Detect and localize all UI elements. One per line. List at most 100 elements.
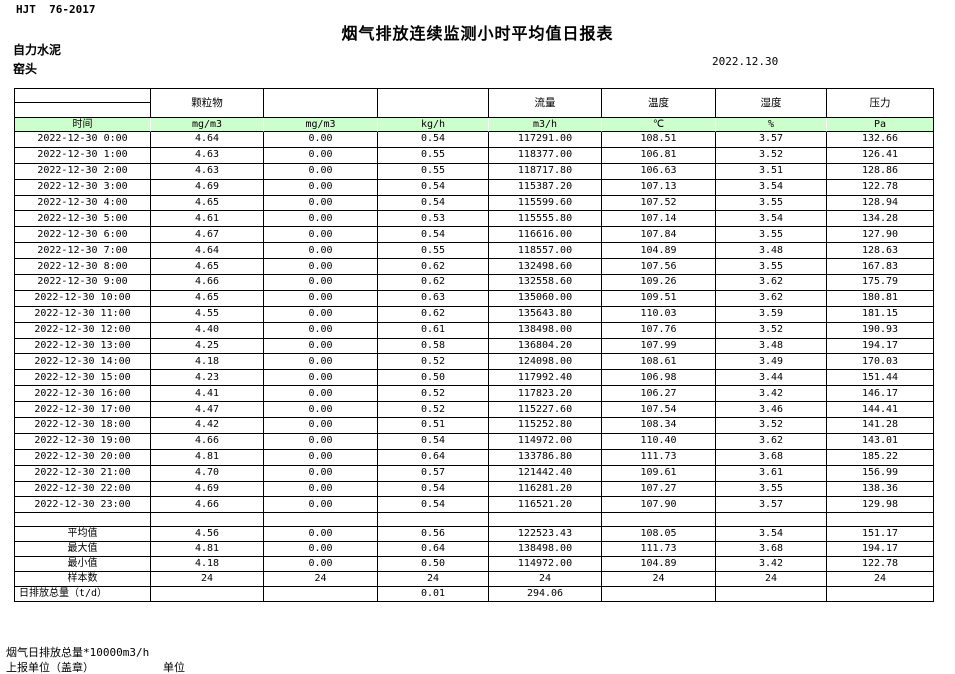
- value-cell: 4.66: [151, 275, 264, 291]
- value-cell: 3.54: [716, 526, 827, 542]
- value-cell: 4.42: [151, 418, 264, 434]
- value-cell: 138498.00: [489, 322, 602, 339]
- value-cell: 4.65: [151, 195, 264, 212]
- hourly-row: 2022-12-30 8:00 4.65 0.00 0.62 132498.60 107.…: [15, 259, 934, 276]
- value-cell: 170.03: [827, 354, 934, 371]
- value-cell: [602, 513, 716, 527]
- summary-row: 样本数 24 24 24 24 24 24 24: [15, 571, 934, 587]
- row-label-cell: 2022-12-30 20:00: [15, 449, 151, 466]
- value-cell: 4.61: [151, 211, 264, 228]
- value-cell: [827, 513, 934, 527]
- hourly-row: 2022-12-30 1:00 4.63 0.00 0.55 118377.00 106.…: [15, 147, 934, 164]
- value-cell: 3.42: [716, 556, 827, 572]
- spacer-row: [15, 513, 934, 527]
- value-cell: 0.50: [378, 556, 489, 572]
- value-cell: 4.23: [151, 370, 264, 387]
- value-cell: 117291.00: [489, 132, 602, 148]
- row-label-cell: 2022-12-30 10:00: [15, 290, 151, 307]
- value-cell: 108.61: [602, 354, 716, 371]
- value-cell: 3.51: [716, 163, 827, 180]
- value-cell: 3.52: [716, 147, 827, 164]
- row-label-cell: 2022-12-30 22:00: [15, 481, 151, 498]
- value-cell: 0.57: [378, 465, 489, 482]
- value-cell: 116616.00: [489, 227, 602, 244]
- value-cell: 0.00: [264, 402, 378, 419]
- value-cell: 114972.00: [489, 556, 602, 572]
- value-cell: 4.40: [151, 322, 264, 339]
- header-temperature: 温度: [602, 89, 716, 118]
- row-label-cell: 平均值: [15, 526, 151, 542]
- value-cell: 108.05: [602, 526, 716, 542]
- unit-mgm3-1: mg/m3: [151, 118, 264, 132]
- value-cell: [264, 586, 378, 602]
- value-cell: 0.00: [264, 370, 378, 387]
- value-cell: 144.41: [827, 402, 934, 419]
- value-cell: 107.13: [602, 179, 716, 196]
- value-cell: 122523.43: [489, 526, 602, 542]
- value-cell: 115387.20: [489, 179, 602, 196]
- value-cell: 133786.80: [489, 449, 602, 466]
- value-cell: 0.00: [264, 386, 378, 403]
- row-label-cell: 2022-12-30 8:00: [15, 259, 151, 276]
- summary-row: 最大值 4.81 0.00 0.64 138498.00 111.73 3.68 194.17: [15, 541, 934, 557]
- value-cell: 0.58: [378, 338, 489, 355]
- unit-header-row: 时间 mg/m3 mg/m3 kg/h m3/h ℃ % Pa: [15, 118, 934, 132]
- row-label-cell: 2022-12-30 5:00: [15, 211, 151, 228]
- row-label-cell: 2022-12-30 4:00: [15, 195, 151, 212]
- value-cell: 110.40: [602, 433, 716, 450]
- value-cell: 4.65: [151, 290, 264, 307]
- unit-m3h: m3/h: [489, 118, 602, 132]
- value-cell: 122.78: [827, 556, 934, 572]
- unit-label: 单位: [163, 661, 185, 674]
- value-cell: 128.94: [827, 195, 934, 212]
- value-cell: 107.99: [602, 338, 716, 355]
- value-cell: 129.98: [827, 497, 934, 514]
- value-cell: 126.41: [827, 147, 934, 164]
- value-cell: 0.00: [264, 556, 378, 572]
- unit-mgm3-2: mg/m3: [264, 118, 378, 132]
- header-humidity: 湿度: [716, 89, 827, 118]
- value-cell: [489, 513, 602, 527]
- value-cell: 136804.20: [489, 338, 602, 355]
- unit-pa: Pa: [827, 118, 934, 132]
- value-cell: [602, 586, 716, 602]
- value-cell: 0.00: [264, 290, 378, 307]
- value-cell: 108.51: [602, 132, 716, 148]
- value-cell: 4.69: [151, 179, 264, 196]
- value-cell: 24: [151, 571, 264, 587]
- value-cell: 121442.40: [489, 465, 602, 482]
- value-cell: 24: [602, 571, 716, 587]
- value-cell: 3.49: [716, 354, 827, 371]
- value-cell: 111.73: [602, 449, 716, 466]
- value-cell: 4.81: [151, 541, 264, 557]
- group-header-row: 颗粒物 流量 温度 湿度 压力: [15, 89, 934, 118]
- hourly-row: 2022-12-30 3:00 4.69 0.00 0.54 115387.20 107.…: [15, 179, 934, 196]
- unit-kgh: kg/h: [378, 118, 489, 132]
- row-label-cell: 2022-12-30 13:00: [15, 338, 151, 355]
- value-cell: 135643.80: [489, 306, 602, 323]
- header-time: 时间: [15, 118, 151, 132]
- value-cell: 128.63: [827, 243, 934, 260]
- hourly-row: 2022-12-30 5:00 4.61 0.00 0.53 115555.80 107.…: [15, 211, 934, 228]
- corner-cell: [15, 89, 151, 118]
- value-cell: 104.89: [602, 243, 716, 260]
- value-cell: 3.55: [716, 227, 827, 244]
- hourly-row: 2022-12-30 20:00 4.81 0.00 0.64 133786.80 111…: [15, 449, 934, 466]
- value-cell: 104.89: [602, 556, 716, 572]
- value-cell: 294.06: [489, 586, 602, 602]
- header-particulate: 颗粒物: [151, 89, 264, 118]
- value-cell: 115252.80: [489, 418, 602, 434]
- value-cell: 134.28: [827, 211, 934, 228]
- value-cell: 127.90: [827, 227, 934, 244]
- hourly-row: 2022-12-30 23:00 4.66 0.00 0.54 116521.20 107…: [15, 497, 934, 514]
- report-table: 颗粒物 流量 温度 湿度 压力 时间 mg/m3 mg/m3 kg/h m3/h…: [14, 88, 934, 602]
- value-cell: 0.00: [264, 465, 378, 482]
- row-label-cell: 2022-12-30 7:00: [15, 243, 151, 260]
- value-cell: 3.44: [716, 370, 827, 387]
- value-cell: 190.93: [827, 322, 934, 339]
- value-cell: 180.81: [827, 290, 934, 307]
- value-cell: 106.63: [602, 163, 716, 180]
- value-cell: [151, 586, 264, 602]
- value-cell: 0.00: [264, 132, 378, 148]
- value-cell: 3.52: [716, 418, 827, 434]
